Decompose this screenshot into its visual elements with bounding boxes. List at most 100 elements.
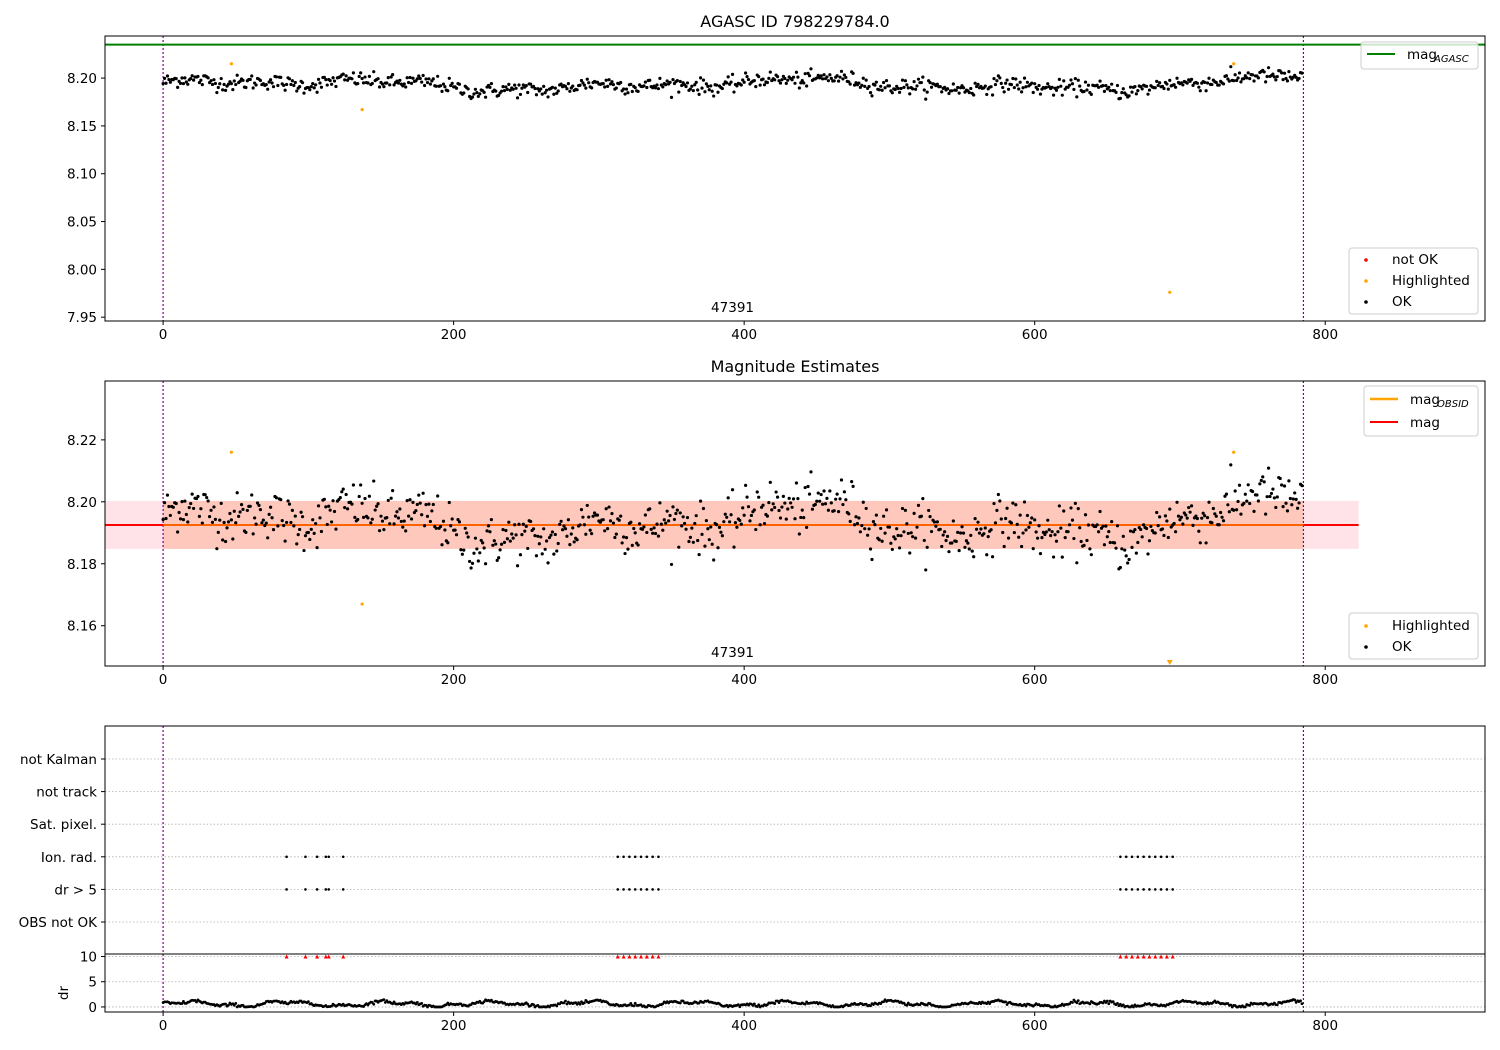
ok-point <box>1130 90 1134 94</box>
ok-point <box>377 85 382 89</box>
ok-point <box>502 89 507 93</box>
ok-point <box>425 514 430 518</box>
ok-point <box>1256 499 1260 503</box>
ok-point <box>880 88 884 92</box>
ok-point <box>513 83 517 87</box>
ok-point <box>1121 534 1125 538</box>
panel-flags-xtick-label: 400 <box>731 1018 757 1034</box>
ok-point <box>816 491 820 495</box>
ok-point <box>1264 512 1268 516</box>
ok-point <box>367 74 371 78</box>
dr-clipped-marker <box>1124 954 1129 959</box>
ok-point <box>636 543 640 547</box>
ok-point <box>388 522 392 526</box>
ok-point <box>656 534 661 538</box>
ok-point <box>462 548 466 552</box>
ok-point <box>608 519 613 523</box>
panel-agasc-ytick-label: 8.20 <box>67 71 97 87</box>
ok-point <box>925 545 929 549</box>
ok-point <box>197 80 202 85</box>
ok-point <box>1083 513 1088 517</box>
ok-point <box>945 534 950 538</box>
ok-point <box>707 88 711 92</box>
ok-point <box>585 503 589 508</box>
ok-point <box>983 84 987 88</box>
ok-point <box>526 546 530 551</box>
ok-point <box>1261 475 1265 479</box>
ok-point <box>488 85 492 89</box>
ok-point <box>897 90 902 94</box>
ok-point <box>691 88 695 93</box>
ok-point <box>1165 519 1169 523</box>
dr-point <box>1076 999 1080 1003</box>
dr-clipped-marker <box>1130 954 1135 959</box>
ok-point <box>851 71 855 75</box>
ok-point <box>226 520 231 524</box>
ok-point <box>1120 90 1124 95</box>
ok-point <box>720 534 724 538</box>
ok-point <box>799 81 803 85</box>
dr-ylabel: dr <box>56 985 72 1000</box>
ok-point <box>1205 515 1210 520</box>
dr-point <box>633 1001 637 1005</box>
ok-point <box>648 507 652 511</box>
ok-point <box>1189 77 1194 81</box>
ok-point <box>499 542 504 546</box>
ok-point <box>1136 540 1140 545</box>
ok-point <box>283 539 287 543</box>
ok-point <box>399 519 403 524</box>
ok-point <box>520 86 524 90</box>
legend-label-ok: OK <box>1392 294 1413 310</box>
ok-point <box>945 87 950 91</box>
ok-point <box>1272 496 1276 500</box>
ok-point <box>835 74 839 78</box>
ok-point <box>427 502 431 506</box>
flag-point <box>639 888 643 891</box>
ok-point <box>1097 530 1101 534</box>
flag-point <box>304 855 307 859</box>
panel-agasc-frame <box>104 35 1486 322</box>
ok-point <box>440 89 444 93</box>
ok-point <box>1005 78 1009 82</box>
flag-point <box>324 855 328 859</box>
dr-point <box>420 1001 424 1005</box>
ok-point <box>282 83 286 87</box>
ok-point <box>501 85 505 89</box>
ok-point <box>927 508 931 513</box>
ok-point <box>311 518 315 522</box>
highlighted-point <box>1232 62 1236 66</box>
ok-point <box>925 90 929 94</box>
ok-point <box>624 87 629 91</box>
ok-point <box>729 513 733 517</box>
dr-ytick-label: 10 <box>80 950 97 966</box>
ok-point <box>287 502 292 506</box>
ok-point <box>861 500 865 504</box>
ok-point <box>489 81 493 86</box>
ok-point <box>436 494 440 498</box>
ok-point <box>1031 90 1035 95</box>
ok-point <box>791 75 796 79</box>
ok-point <box>396 516 401 520</box>
ok-point <box>957 548 961 553</box>
ok-point <box>178 517 183 521</box>
ok-point <box>497 556 501 560</box>
ok-point <box>529 82 533 86</box>
ok-point <box>190 492 194 496</box>
ok-point <box>529 519 533 524</box>
ok-point <box>681 515 685 519</box>
ok-point <box>1120 547 1124 551</box>
ok-point <box>283 88 287 92</box>
ok-point <box>164 81 168 85</box>
ok-point <box>547 536 552 540</box>
ok-point <box>998 499 1002 503</box>
flag-point <box>1130 888 1134 891</box>
dr-point <box>905 1003 909 1007</box>
ok-point <box>606 84 610 88</box>
panel-agasc-xtick-label: 800 <box>1312 327 1338 343</box>
ok-point <box>300 81 305 85</box>
ok-point <box>1224 492 1229 496</box>
ok-point <box>314 521 318 526</box>
ok-point <box>1191 523 1195 527</box>
ok-point <box>912 80 916 84</box>
ok-point <box>1060 555 1064 559</box>
